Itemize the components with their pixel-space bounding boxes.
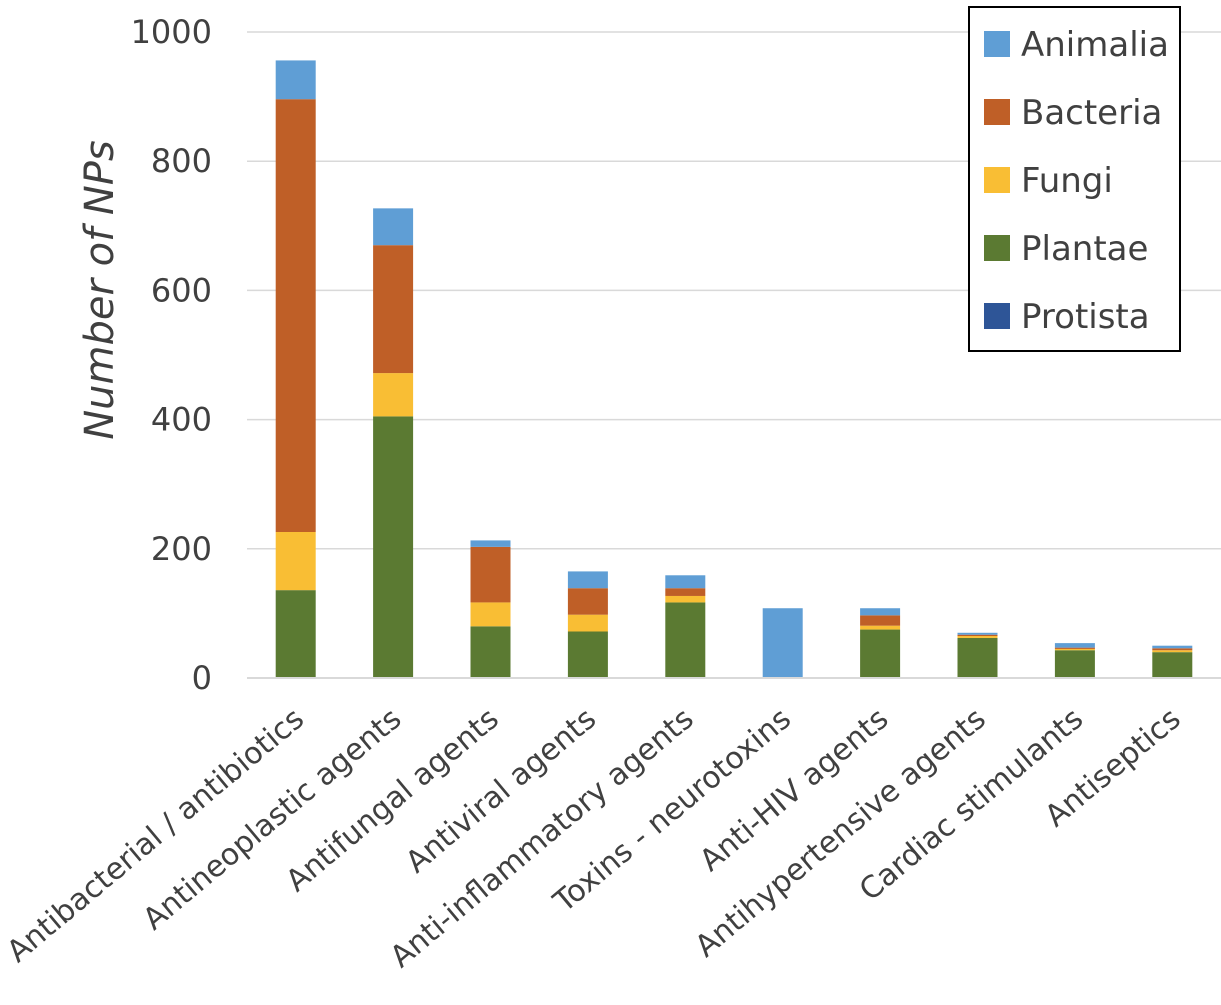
bar-segment-animalia: [957, 632, 998, 635]
bar-segment-bacteria: [373, 245, 414, 374]
y-tick-label: 0: [192, 659, 212, 697]
legend-swatch-bacteria: [984, 99, 1010, 125]
bar-segment-plantae: [275, 590, 316, 678]
y-axis-label: Number of NPs: [77, 140, 123, 440]
bar-segment-fungi: [860, 625, 901, 630]
bar-segment-bacteria: [567, 588, 608, 615]
bar-segment-animalia: [567, 571, 608, 589]
legend: Animalia Bacteria Fungi Plantae Protista: [968, 6, 1181, 352]
legend-label-protista: Protista: [1021, 297, 1150, 337]
bar-segment-animalia: [373, 208, 414, 246]
bar-segment-fungi: [1054, 648, 1095, 651]
legend-label-animalia: Animalia: [1021, 25, 1169, 65]
bar-segment-fungi: [373, 373, 414, 417]
legend-swatch-protista: [984, 303, 1010, 329]
legend-swatch-fungi: [984, 167, 1010, 193]
bar-segment-fungi: [1152, 650, 1193, 653]
y-tick-label: 1000: [131, 13, 212, 51]
legend-label-bacteria: Bacteria: [1021, 93, 1162, 133]
bar-segment-animalia: [1054, 643, 1095, 648]
bar-segment-plantae: [1054, 650, 1095, 678]
bar-segment-bacteria: [860, 615, 901, 626]
bars: [275, 60, 1193, 678]
bar-segment-bacteria: [665, 588, 706, 596]
bar-segment-bacteria: [275, 99, 316, 533]
x-axis-categories: Antibacterial / antibioticsAntineoplasti…: [0, 701, 1187, 975]
bar-segment-bacteria: [957, 634, 998, 637]
y-axis-ticks: 0 200 400 600 800 1000: [131, 13, 212, 697]
y-tick-label: 800: [151, 142, 212, 180]
y-tick-label: 400: [151, 401, 212, 439]
legend-label-fungi: Fungi: [1021, 161, 1113, 201]
bar-segment-plantae: [957, 637, 998, 678]
y-tick-label: 600: [151, 271, 212, 309]
bar-segment-bacteria: [1152, 648, 1193, 651]
bar-segment-fungi: [957, 636, 998, 638]
legend-label-plantae: Plantae: [1021, 229, 1148, 269]
bar-segment-fungi: [665, 595, 706, 603]
bar-segment-animalia: [275, 60, 316, 100]
bar-segment-fungi: [567, 614, 608, 632]
bar-segment-bacteria: [1054, 647, 1095, 649]
bar-segment-animalia: [1152, 645, 1193, 649]
bar-segment-animalia: [860, 608, 901, 616]
bar-segment-plantae: [860, 629, 901, 678]
bar-segment-plantae: [373, 416, 414, 678]
bar-segment-plantae: [1152, 652, 1193, 678]
bar-segment-bacteria: [470, 546, 511, 603]
legend-swatch-plantae: [984, 235, 1010, 261]
bar-segment-plantae: [567, 631, 608, 678]
legend-swatch-animalia: [984, 31, 1010, 57]
bar-segment-fungi: [275, 532, 316, 591]
bar-segment-animalia: [762, 608, 803, 678]
y-tick-label: 200: [151, 530, 212, 568]
bar-segment-plantae: [470, 626, 511, 678]
bar-segment-animalia: [470, 540, 511, 547]
bar-segment-plantae: [665, 602, 706, 678]
bar-segment-animalia: [665, 575, 706, 589]
bar-segment-fungi: [470, 602, 511, 627]
